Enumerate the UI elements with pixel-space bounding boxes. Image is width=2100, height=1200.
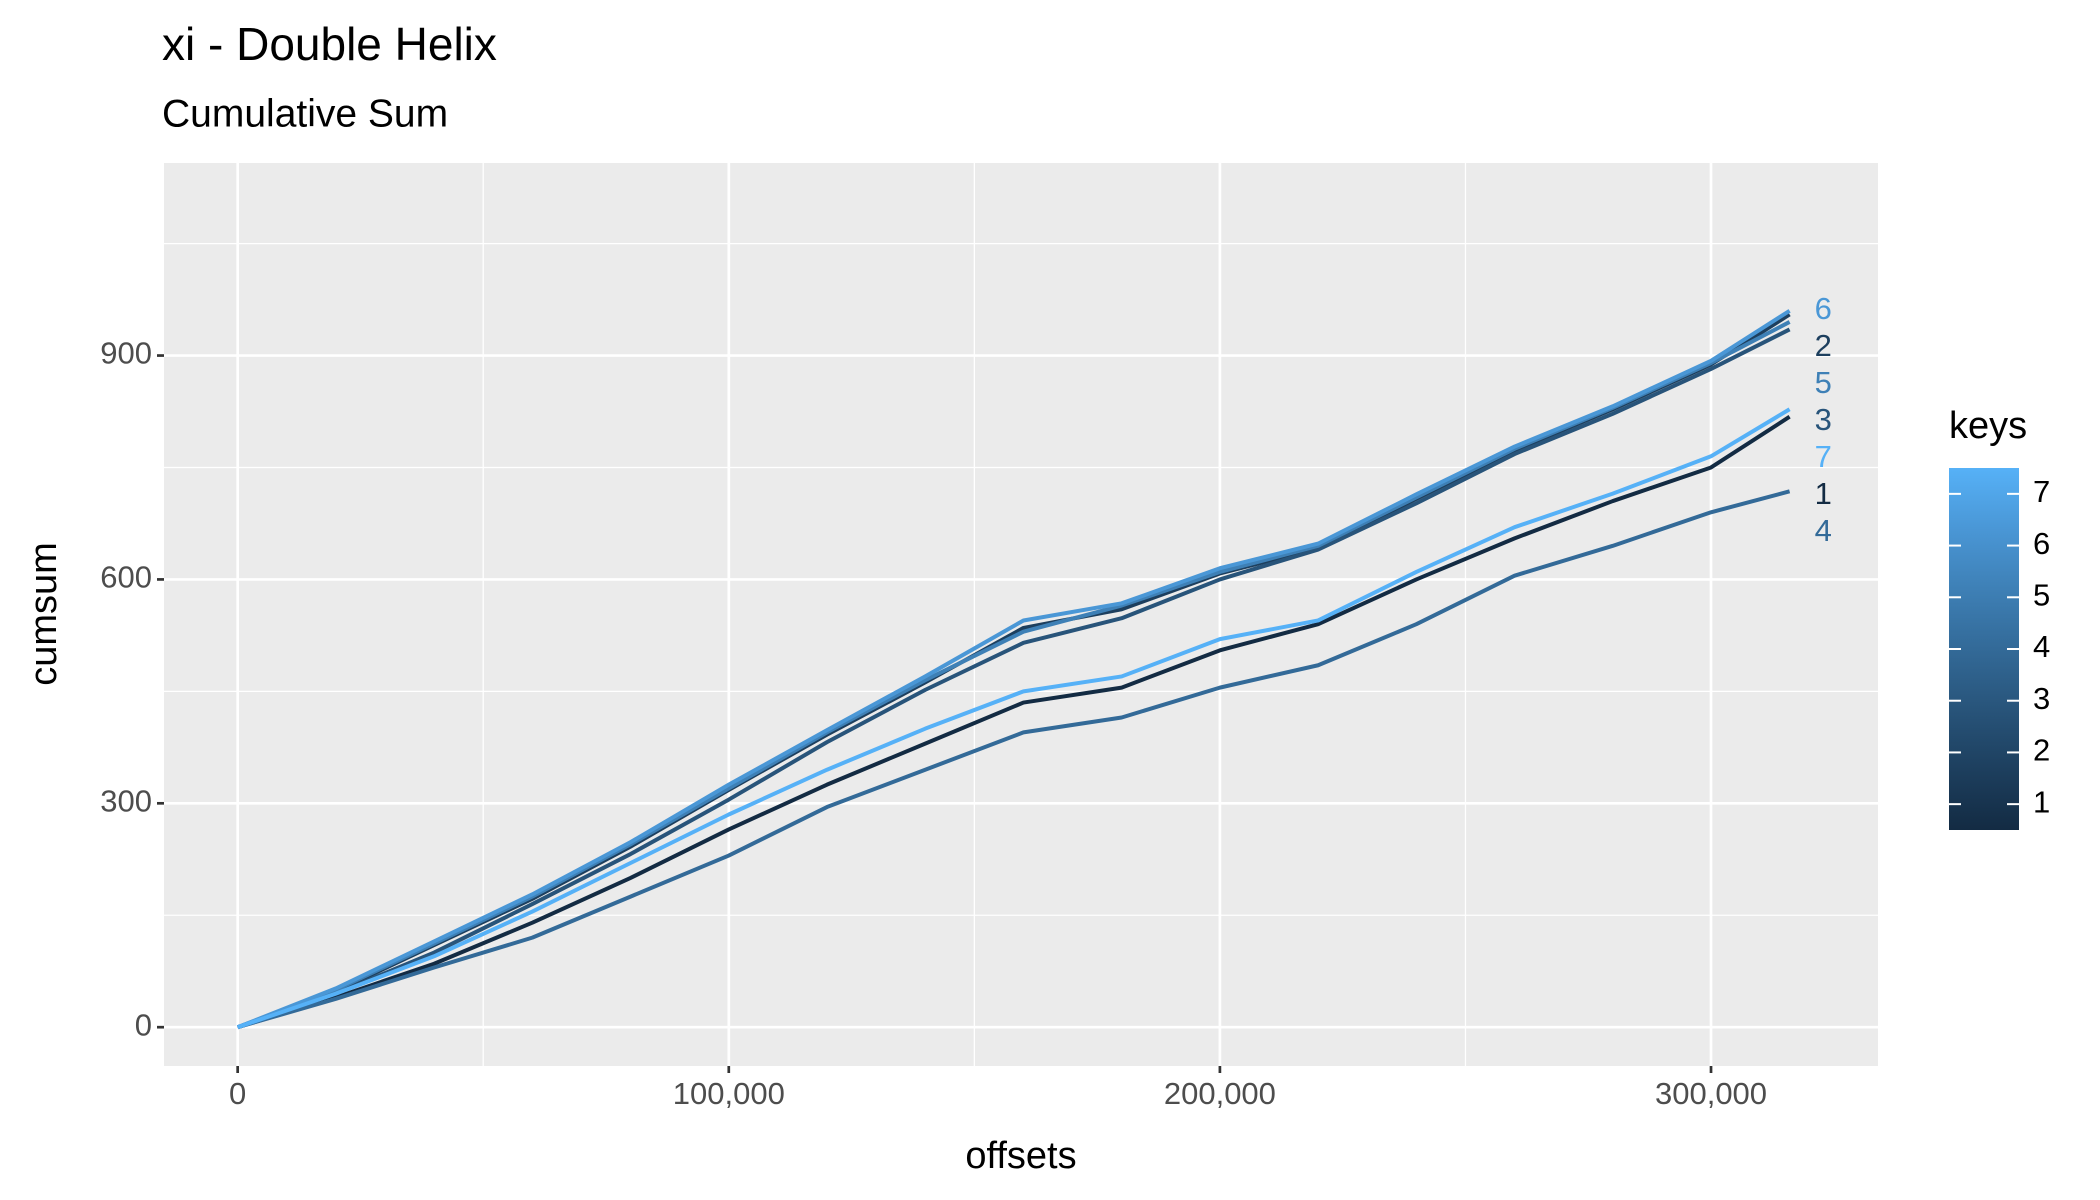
legend-label: 2 xyxy=(2033,733,2050,768)
series-line xyxy=(237,407,1791,1030)
y-tick-label: 900 xyxy=(100,336,152,371)
series-label: 3 xyxy=(1815,402,1832,437)
legend-label: 1 xyxy=(2033,784,2050,819)
series-label: 5 xyxy=(1815,365,1832,400)
x-tick-label: 100,000 xyxy=(673,1076,785,1111)
chart-subtitle: Cumulative Sum xyxy=(162,92,448,135)
x-tick-label: 200,000 xyxy=(1164,1076,1276,1111)
legend-title: keys xyxy=(1949,405,2027,447)
series-label: 6 xyxy=(1815,291,1832,326)
series-line xyxy=(237,489,1791,1030)
series-label: 7 xyxy=(1815,439,1832,474)
x-tick-label: 0 xyxy=(229,1076,246,1111)
legend-label: 6 xyxy=(2033,526,2050,561)
series-line xyxy=(237,327,1791,1030)
x-axis-title: offsets xyxy=(965,1135,1076,1177)
legend-label: 3 xyxy=(2033,681,2050,716)
series-label: 1 xyxy=(1815,476,1832,511)
chart-title: xi - Double Helix xyxy=(162,18,497,70)
panel xyxy=(164,163,1878,1066)
series-label: 4 xyxy=(1815,513,1832,548)
y-axis-title: cumsum xyxy=(23,542,65,686)
legend-label: 7 xyxy=(2033,474,2050,509)
series-line xyxy=(237,415,1791,1030)
y-tick-label: 0 xyxy=(135,1007,152,1042)
series-label: 2 xyxy=(1815,328,1832,363)
series-line xyxy=(236,309,1791,1030)
y-tick-label: 300 xyxy=(100,783,152,818)
y-tick-label: 600 xyxy=(100,560,152,595)
legend-label: 4 xyxy=(2033,629,2050,664)
legend-label: 5 xyxy=(2033,577,2050,612)
x-tick-label: 300,000 xyxy=(1655,1076,1767,1111)
